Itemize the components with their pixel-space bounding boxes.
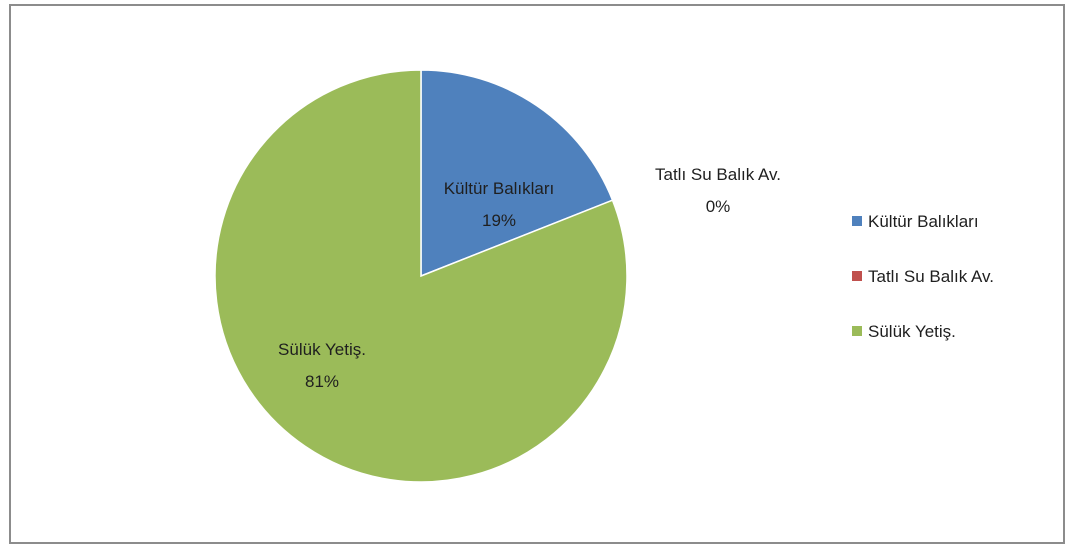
data-label-name-suluk-yetis: Sülük Yetiş. xyxy=(278,340,366,359)
chart-legend: Kültür Balıkları Tatlı Su Balık Av. Sülük … xyxy=(852,212,994,341)
legend-swatch-tatli-su-balik-av xyxy=(852,271,862,281)
pie-slice-kultur-baliklari xyxy=(420,69,614,278)
pie-data-labels: Kültür Balıkları 19% Tatlı Su Balık Av. 0% S… xyxy=(278,165,781,391)
legend-label-tatli-su-balik-av: Tatlı Su Balık Av. xyxy=(868,267,994,286)
legend-label-suluk-yetis: Sülük Yetiş. xyxy=(868,322,956,341)
legend-swatch-kultur-baliklari xyxy=(852,216,862,226)
data-label-name-tatli-su-balik-av: Tatlı Su Balık Av. xyxy=(655,165,781,184)
data-label-value-tatli-su-balik-av: 0% xyxy=(706,197,731,216)
legend-label-kultur-baliklari: Kültür Balıkları xyxy=(868,212,979,231)
data-label-value-kultur-baliklari: 19% xyxy=(482,211,516,230)
legend-swatch-suluk-yetis xyxy=(852,326,862,336)
pie-slices xyxy=(214,69,628,483)
pie-slice-suluk-yetis xyxy=(214,69,628,483)
data-label-name-kultur-baliklari: Kültür Balıkları xyxy=(444,179,555,198)
data-label-value-suluk-yetis: 81% xyxy=(305,372,339,391)
